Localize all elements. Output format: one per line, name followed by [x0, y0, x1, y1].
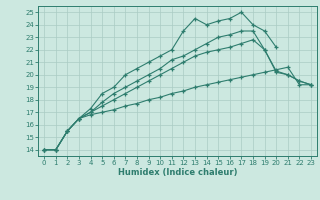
X-axis label: Humidex (Indice chaleur): Humidex (Indice chaleur): [118, 168, 237, 177]
